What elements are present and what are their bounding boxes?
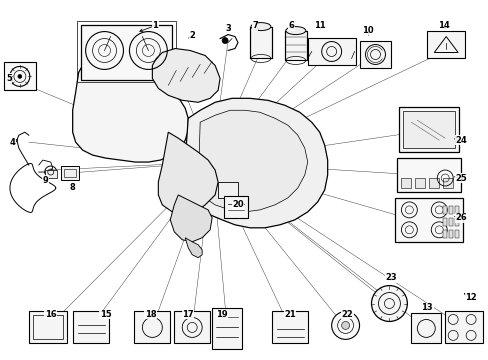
Bar [448, 206, 452, 214]
Bar [399, 107, 458, 152]
Bar [218, 182, 238, 198]
Bar [454, 230, 458, 238]
Text: 20: 20 [232, 201, 244, 210]
Bar [61, 166, 79, 180]
Ellipse shape [250, 23, 270, 31]
Text: 7: 7 [252, 21, 257, 30]
Bar [448, 218, 452, 226]
Bar [442, 218, 447, 226]
Bar [395, 198, 462, 242]
Bar [285, 31, 306, 60]
Bar [444, 311, 482, 343]
Bar [403, 111, 454, 148]
Circle shape [371, 285, 407, 321]
Text: 11: 11 [313, 21, 325, 30]
Bar [397, 158, 460, 192]
Text: 8: 8 [70, 184, 75, 193]
Bar [454, 206, 458, 214]
Text: 19: 19 [216, 310, 227, 319]
Bar [81, 24, 172, 80]
Text: 10: 10 [361, 26, 372, 35]
Bar [359, 41, 390, 68]
Bar [401, 178, 410, 188]
Bar [442, 230, 447, 238]
Bar [77, 21, 176, 82]
Polygon shape [185, 238, 202, 258]
Text: 23: 23 [385, 273, 396, 282]
Bar [448, 230, 452, 238]
Text: 9: 9 [43, 176, 48, 185]
Bar [212, 307, 242, 349]
Text: 13: 13 [421, 303, 432, 312]
Circle shape [331, 311, 359, 339]
Bar [45, 170, 57, 178]
Text: 1: 1 [152, 21, 158, 30]
Text: 6: 6 [288, 21, 294, 30]
Polygon shape [182, 98, 327, 228]
Ellipse shape [285, 27, 305, 35]
Text: 2: 2 [189, 31, 195, 40]
Polygon shape [152, 49, 220, 102]
Polygon shape [158, 132, 218, 215]
Polygon shape [170, 195, 212, 242]
Text: 12: 12 [464, 293, 476, 302]
Bar [134, 311, 170, 343]
Bar [73, 311, 108, 343]
Bar [271, 311, 307, 343]
Bar [249, 27, 271, 58]
Bar [33, 315, 62, 339]
Text: 18: 18 [144, 310, 156, 319]
Polygon shape [198, 110, 307, 212]
Bar [454, 218, 458, 226]
Text: 4: 4 [10, 138, 16, 147]
Bar [427, 31, 464, 58]
Bar [414, 178, 425, 188]
Text: 16: 16 [45, 310, 57, 319]
Text: 22: 22 [341, 310, 353, 319]
Text: 5: 5 [6, 74, 12, 83]
Bar [224, 196, 247, 218]
Circle shape [222, 37, 227, 44]
Bar [410, 314, 440, 343]
Text: 17: 17 [182, 310, 194, 319]
Text: 25: 25 [454, 174, 466, 183]
Text: 26: 26 [454, 213, 466, 222]
Bar [174, 311, 210, 343]
Polygon shape [73, 58, 188, 162]
Circle shape [18, 75, 22, 78]
Bar [63, 169, 76, 177]
Text: 24: 24 [454, 136, 466, 145]
Text: 14: 14 [437, 21, 449, 30]
Bar [442, 178, 452, 188]
Bar [4, 62, 36, 90]
Text: 15: 15 [100, 310, 111, 319]
Bar [428, 178, 438, 188]
Bar [442, 206, 447, 214]
Circle shape [341, 321, 349, 329]
Bar [29, 311, 66, 343]
Text: 3: 3 [225, 24, 230, 33]
Bar [307, 37, 355, 66]
Text: 21: 21 [284, 310, 295, 319]
